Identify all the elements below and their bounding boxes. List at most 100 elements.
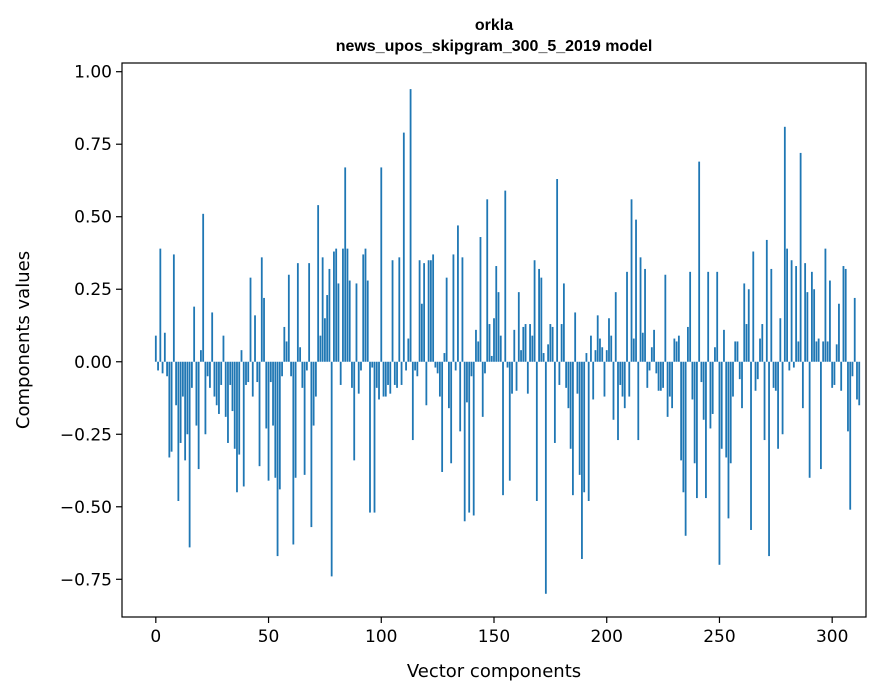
bar-98 [375, 361, 378, 388]
bar-192 [587, 361, 590, 501]
bar-117 [418, 260, 421, 362]
bar-240 [696, 361, 698, 499]
bar-5 [166, 361, 168, 377]
bar-141 [472, 361, 475, 516]
bar-66 [303, 361, 306, 475]
bar-173 [544, 361, 547, 594]
bar-168 [533, 260, 536, 362]
bar-226 [664, 274, 667, 362]
bar-275 [774, 361, 777, 391]
bar-13 [184, 361, 187, 461]
bar-124 [434, 361, 437, 368]
bar-130 [448, 361, 450, 409]
bar-218 [646, 361, 649, 388]
bar-83 [342, 248, 344, 362]
x-tick-label: 200 [591, 627, 623, 647]
bar-54 [276, 361, 279, 557]
bar-151 [495, 266, 498, 362]
bar-40 [245, 361, 247, 385]
bar-74 [321, 257, 324, 362]
bar-259 [738, 361, 741, 380]
bar-0 [154, 335, 157, 362]
bar-24 [209, 361, 211, 388]
y-axis: −0.75 −0.50 −0.25 0.00 0.25 0.50 0.75 1.00 [60, 63, 122, 590]
bar-238 [691, 361, 694, 400]
bar-94 [366, 280, 369, 362]
bar-237 [689, 271, 692, 362]
bar-265 [752, 251, 755, 362]
bar-86 [348, 280, 351, 362]
x-tick-label: 300 [816, 627, 848, 647]
bar-145 [481, 361, 484, 417]
bar-210 [628, 361, 631, 397]
bar-201 [608, 318, 610, 362]
bar-234 [682, 361, 685, 493]
bar-26 [213, 361, 216, 397]
bar-10 [177, 361, 180, 501]
bar-72 [317, 205, 320, 362]
bar-148 [488, 324, 491, 362]
bar-108 [398, 257, 401, 362]
bar-95 [369, 361, 371, 513]
bar-214 [637, 361, 640, 441]
bar-288 [804, 263, 807, 362]
bar-63 [296, 263, 299, 362]
x-tick-label: 0 [150, 627, 161, 647]
bar-250 [718, 361, 721, 565]
bar-122 [429, 260, 432, 362]
bar-256 [732, 361, 734, 397]
bar-37 [238, 361, 241, 455]
bar-222 [655, 361, 658, 374]
bar-47 [260, 257, 263, 362]
bar-131 [450, 361, 453, 464]
bar-57 [283, 326, 286, 362]
bar-304 [840, 361, 843, 391]
bar-223 [657, 361, 660, 391]
bar-35 [233, 361, 236, 449]
bar-179 [558, 361, 561, 385]
bar-299 [829, 280, 831, 362]
bar-196 [596, 315, 599, 362]
bar-274 [772, 361, 775, 388]
bar-89 [355, 283, 358, 362]
bar-42 [249, 277, 252, 362]
bar-31 [224, 361, 227, 417]
bar-64 [299, 347, 302, 362]
bar-160 [515, 361, 518, 391]
bar-241 [698, 161, 701, 362]
bar-107 [396, 361, 398, 388]
bar-91 [360, 361, 362, 371]
bar-46 [258, 361, 261, 467]
bar-140 [470, 361, 473, 377]
bar-62 [294, 361, 297, 478]
bar-289 [806, 292, 809, 362]
bar-235 [684, 361, 687, 536]
bar-205 [617, 361, 619, 441]
y-tick-label: −0.50 [60, 498, 112, 518]
bar-21 [202, 213, 205, 362]
bar-280 [786, 248, 788, 362]
bar-228 [668, 361, 671, 397]
bar-269 [761, 324, 764, 362]
bar-194 [592, 361, 595, 400]
x-axis: 0 50 100 150 200 250 300 [150, 617, 848, 647]
bar-202 [610, 335, 613, 362]
chart-title-line-2: news_upos_skipgram_300_5_2019 model [336, 38, 653, 55]
y-tick-label: 0.25 [74, 280, 112, 300]
bar-28 [218, 361, 220, 414]
bar-251 [720, 361, 723, 449]
bar-44 [254, 315, 256, 362]
bar-225 [662, 361, 664, 388]
bar-301 [833, 361, 836, 385]
bar-102 [384, 361, 387, 397]
bar-187 [576, 361, 579, 394]
bar-85 [346, 248, 349, 362]
y-tick-label: −0.75 [60, 570, 112, 590]
bar-88 [353, 361, 356, 461]
x-tick-label: 50 [258, 627, 280, 647]
bar-17 [193, 306, 196, 362]
bar-303 [838, 303, 840, 362]
bar-137 [463, 361, 466, 522]
bar-109 [400, 361, 403, 385]
bar-246 [709, 361, 712, 429]
